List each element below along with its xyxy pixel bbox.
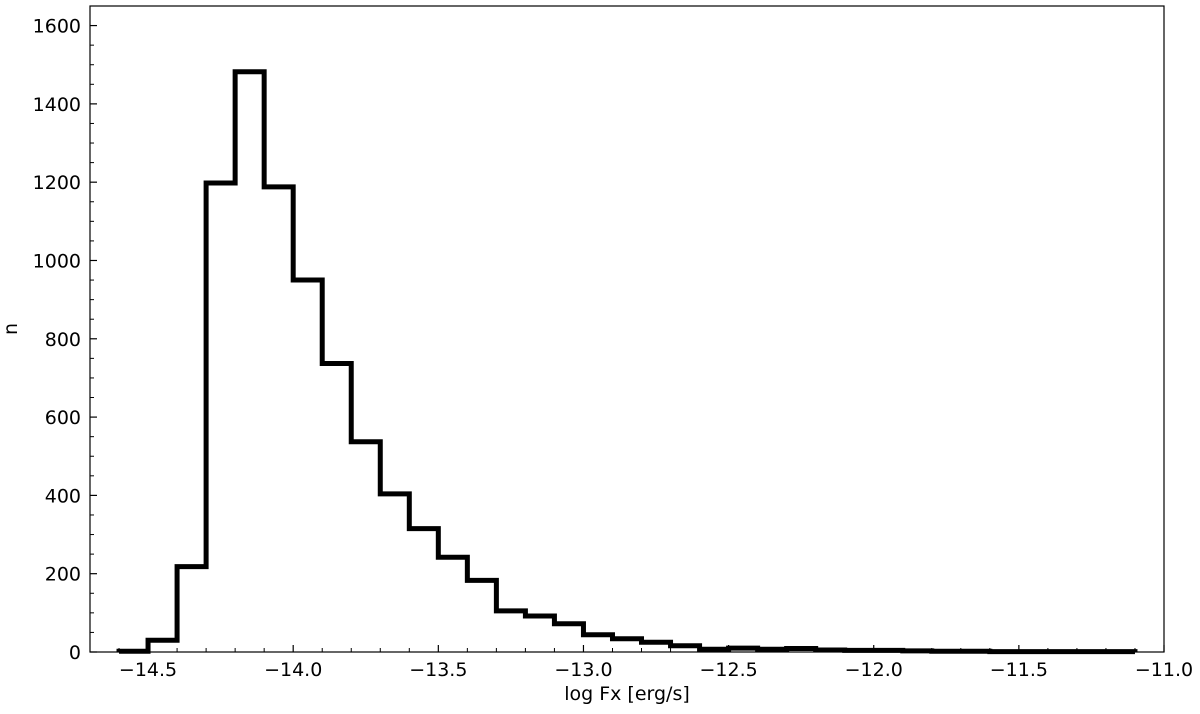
x-tick-label: −13.0	[554, 659, 612, 681]
minor-ticks	[89, 5, 1136, 652]
x-axis-label: log Fx [erg/s]	[564, 683, 690, 705]
x-tick-label: −12.5	[699, 659, 757, 681]
x-tick-label: −11.0	[1135, 659, 1193, 681]
y-tick-label: 1600	[33, 16, 81, 38]
major-ticks	[90, 24, 1165, 653]
y-tick-label: 600	[45, 407, 81, 429]
x-tick-label: −11.5	[990, 659, 1048, 681]
x-tick-label: −13.5	[409, 659, 467, 681]
y-tick-label: 1400	[33, 94, 81, 116]
y-tick-labels: 0 200 400 600 800 1000 1200 1400 1600	[33, 16, 81, 664]
y-tick-label: 0	[69, 642, 81, 664]
x-tick-label: −12.0	[845, 659, 903, 681]
y-tick-label: 400	[45, 485, 81, 507]
y-tick-label: 200	[45, 564, 81, 586]
histogram-step-line	[116, 69, 1138, 655]
y-tick-label: 1000	[33, 250, 81, 272]
y-tick-label: 1200	[33, 172, 81, 194]
x-tick-label: −14.0	[264, 659, 322, 681]
y-tick-label: 800	[45, 329, 81, 351]
y-axis-label: n	[0, 323, 22, 335]
x-tick-labels: −14.5 −14.0 −13.5 −13.0 −12.5 −12.0 −11.5 −11.0	[119, 659, 1193, 681]
x-tick-label: −14.5	[119, 659, 177, 681]
plot-frame	[89, 5, 1165, 653]
